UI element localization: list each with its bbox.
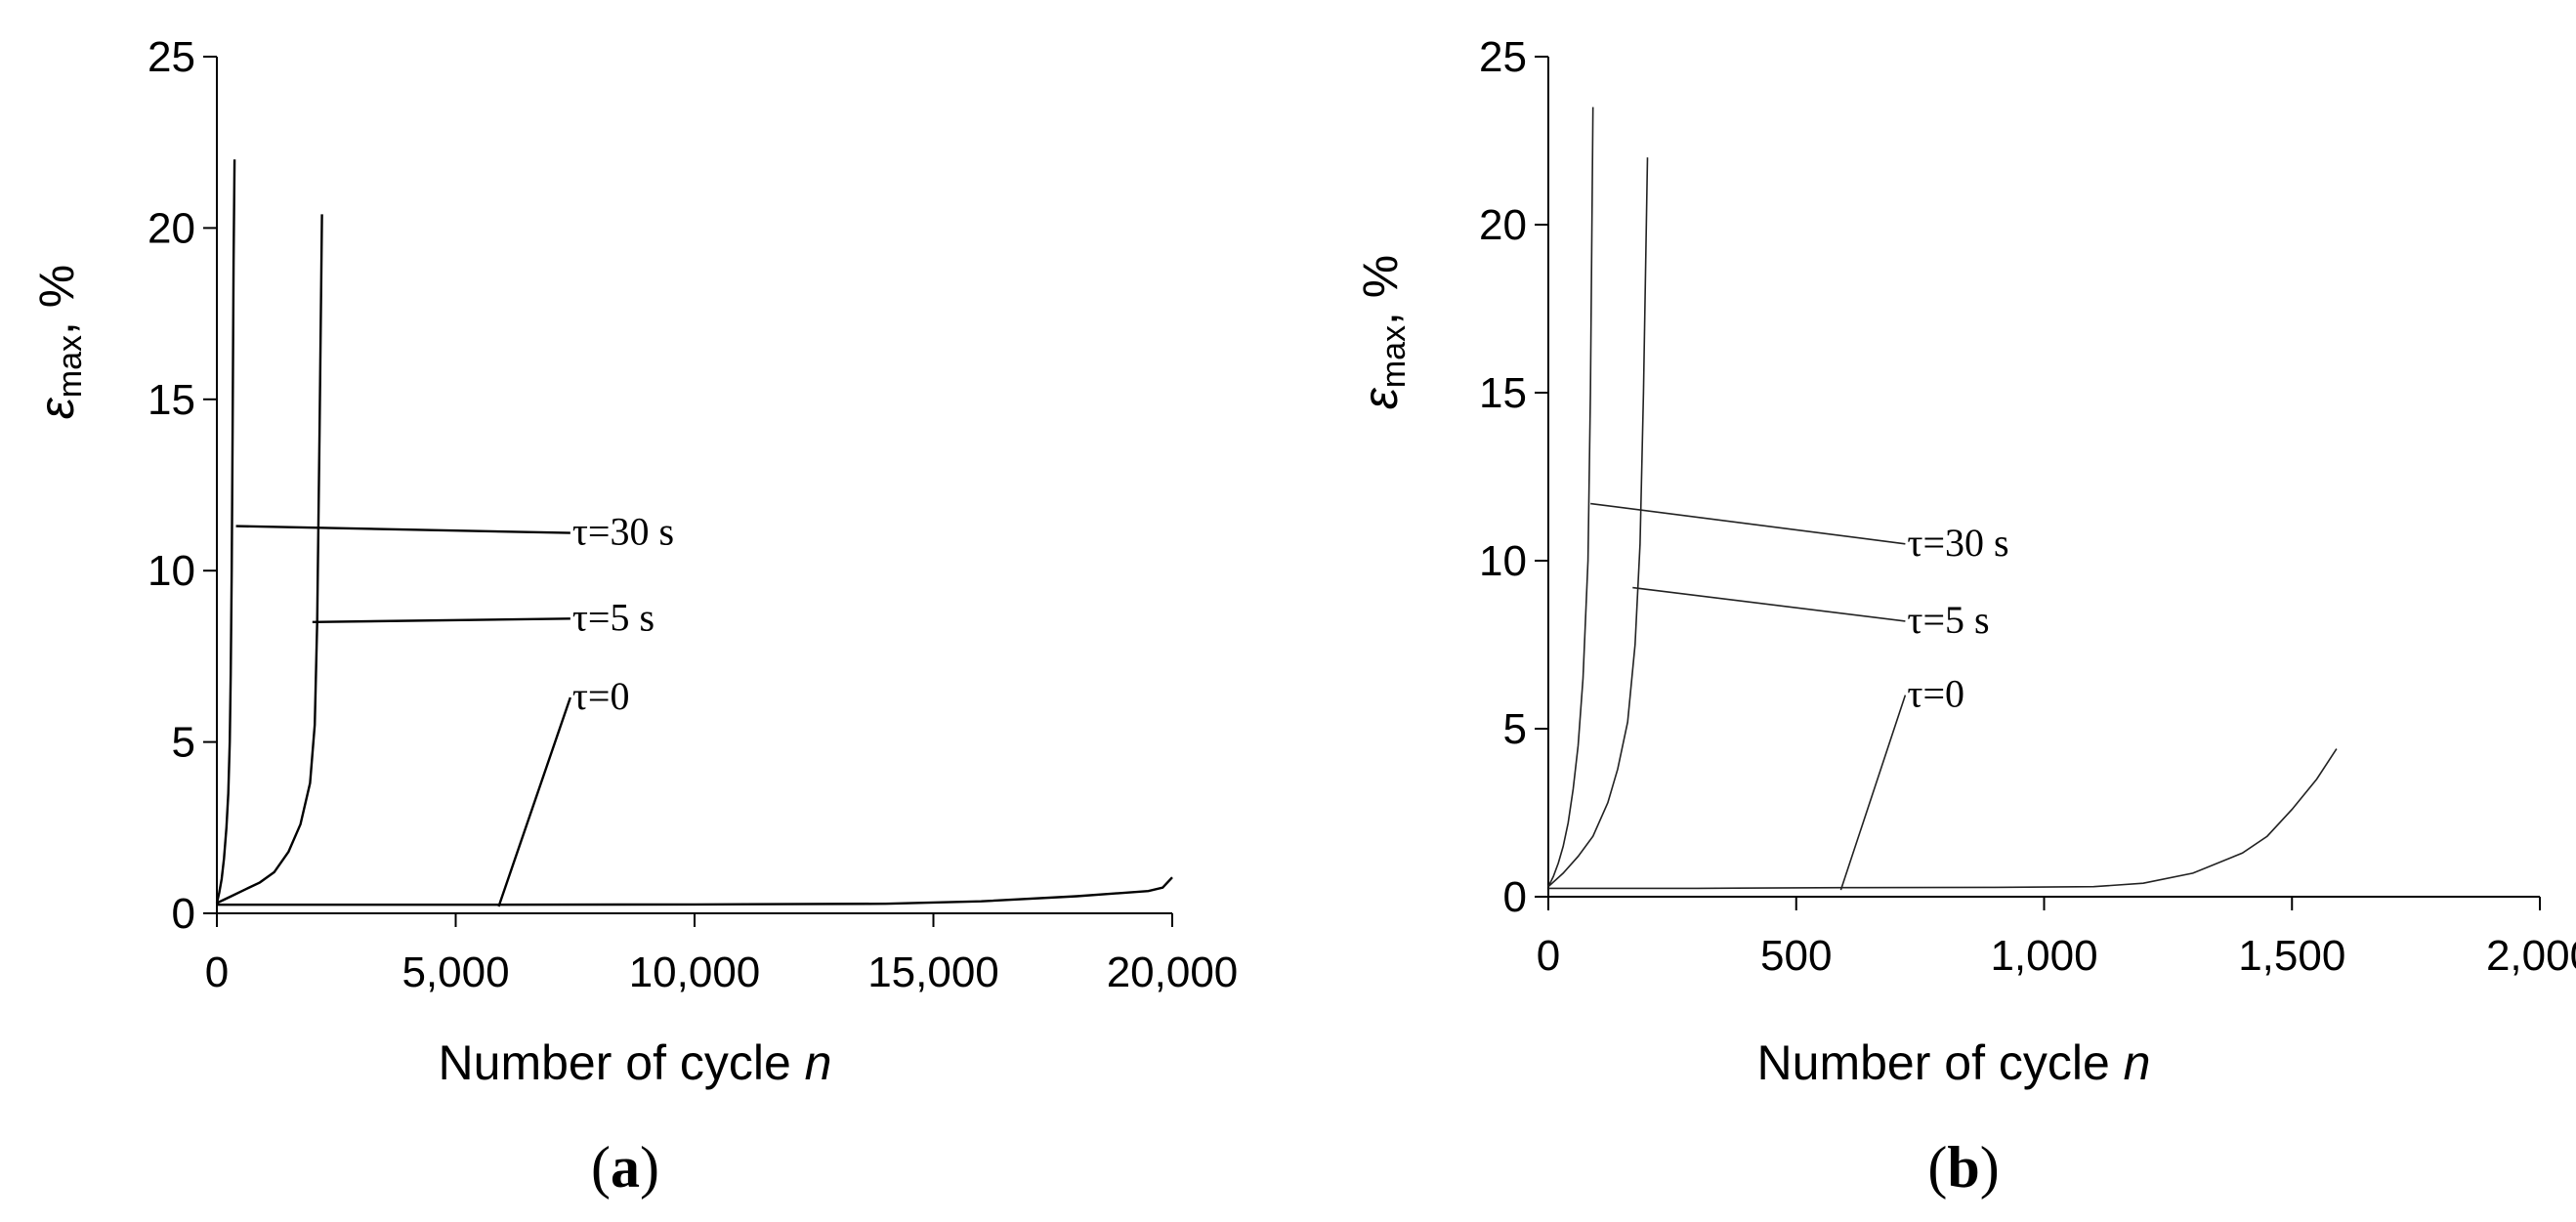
y-tick-label: 0 — [1503, 873, 1527, 921]
annotation-leader — [312, 617, 570, 624]
series-line--30-s — [1547, 106, 1594, 888]
x-tick-label: 500 — [1760, 932, 1832, 980]
y-axis-title: εmax, % — [29, 265, 89, 419]
annotation-label: τ=5 s — [572, 595, 655, 639]
chart-panel-b: εmax, % Number of cycle n (b) 0 5 10 15 20 25… — [1353, 33, 2576, 1200]
x-tick-label: 10,000 — [629, 948, 761, 996]
x-axis-title: Number of cycle n — [439, 1035, 832, 1090]
annotation-leader — [1632, 586, 1906, 622]
series-line--0 — [217, 876, 1173, 906]
annotation-label: τ=5 s — [1907, 598, 1989, 642]
annotation-label: τ=0 — [572, 674, 630, 718]
y-tick-label: 10 — [148, 547, 195, 595]
y-tick-label: 25 — [148, 33, 195, 81]
y-axis-title: εmax, % — [1353, 255, 1413, 409]
x-axis-title: Number of cycle n — [1757, 1035, 2151, 1090]
y-tick-label: 5 — [172, 719, 195, 767]
series-line--30-s — [215, 159, 236, 904]
series-line--5-s — [216, 214, 323, 905]
annotation-leader — [1839, 695, 1907, 891]
x-tick-label: 0 — [205, 948, 229, 996]
annotation-leader — [497, 696, 571, 907]
x-tick-label: 20,000 — [1107, 948, 1239, 996]
x-tick-label: 2,000 — [2486, 932, 2576, 980]
x-tick-label: 1,500 — [2238, 932, 2345, 980]
annotation-leader — [235, 525, 570, 534]
x-tick-label: 15,000 — [867, 948, 999, 996]
x-tick-label: 0 — [1537, 932, 1560, 980]
y-tick-label: 15 — [1479, 369, 1527, 417]
y-tick-label: 0 — [172, 890, 195, 938]
annotation-label: τ=30 s — [1907, 521, 2008, 565]
y-tick-label: 10 — [1479, 537, 1527, 585]
panel-label-b: (b) — [1927, 1135, 1999, 1200]
x-tick-label: 5,000 — [401, 948, 509, 996]
y-tick-label: 5 — [1503, 705, 1527, 753]
series-line--0 — [1548, 748, 2338, 890]
panel-label-a: (a) — [591, 1135, 659, 1200]
y-tick-label: 15 — [148, 376, 195, 424]
y-tick-label: 25 — [1479, 33, 1527, 81]
chart-panel-a: εmax, % Number of cycle n (a) 0 5 10 15 20 25… — [29, 33, 1238, 1200]
annotation-label: τ=30 s — [572, 510, 674, 554]
annotation-leader — [1590, 502, 1906, 545]
annotation-label: τ=0 — [1907, 672, 1964, 716]
series-line--5-s — [1547, 157, 1649, 888]
y-tick-label: 20 — [1479, 201, 1527, 249]
x-tick-label: 1,000 — [1990, 932, 2097, 980]
y-tick-label: 20 — [148, 204, 195, 252]
